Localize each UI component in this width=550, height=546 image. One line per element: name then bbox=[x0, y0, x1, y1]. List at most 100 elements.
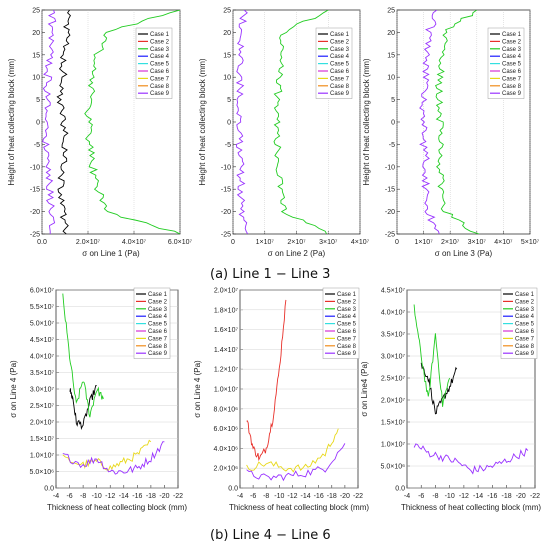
legend-label: Case 9 bbox=[330, 91, 350, 97]
series-line bbox=[69, 384, 97, 431]
x-tick-label: -22 bbox=[173, 493, 183, 500]
legend-label: Case 5 bbox=[148, 322, 168, 328]
legend-label: Case 7 bbox=[515, 336, 535, 342]
x-tick-label: 0 bbox=[231, 239, 235, 246]
x-tick-label: -14 bbox=[119, 493, 129, 500]
series-line bbox=[435, 10, 480, 234]
legend-label: Case 2 bbox=[502, 39, 522, 45]
legend-label: Case 7 bbox=[337, 336, 357, 342]
legend-label: Case 6 bbox=[337, 329, 357, 335]
legend-label: Case 2 bbox=[150, 39, 170, 45]
x-tick-label: -12 bbox=[287, 493, 297, 500]
legend-label: Case 2 bbox=[330, 39, 350, 45]
legend-label: Case 9 bbox=[502, 91, 522, 97]
y-axis-label: Height of heat collecting block (mm) bbox=[362, 58, 371, 186]
chart-panel-4: -4 -6 -8 -10 -12 -14 -16 -18 -20 -22 6.0×10⁷ 5.5×10… bbox=[9, 288, 187, 513]
y-tick-label: 1.6×10⁷ bbox=[214, 327, 239, 334]
legend-label: Case 8 bbox=[148, 344, 168, 350]
legend-label: Case 3 bbox=[148, 307, 168, 313]
y-tick-label: 0.0 bbox=[228, 486, 238, 493]
y-tick-label: -10 bbox=[221, 164, 231, 171]
x-tick-label: -4 bbox=[237, 493, 243, 500]
series-group bbox=[413, 304, 529, 475]
y-tick-label: 2.0×10⁶ bbox=[214, 466, 239, 473]
series-line bbox=[62, 441, 165, 475]
series-line bbox=[246, 443, 346, 482]
x-tick-label: -4 bbox=[53, 493, 59, 500]
y-axis-label: σ on Line4 (Pa) bbox=[360, 361, 369, 417]
legend-label: Case 5 bbox=[330, 62, 350, 68]
legend-label: Case 1 bbox=[150, 32, 170, 38]
chart-panel-1: 0.0 2.0×10⁷ 4.0×10⁷ 6.0×10⁷ 25 20 15 10 5 0 -5 -10 -… bbox=[7, 8, 193, 259]
y-tick-label: -20 bbox=[385, 209, 395, 216]
y-tick-label: 3.0×10⁷ bbox=[381, 354, 406, 361]
x-tick-label: -22 bbox=[530, 493, 540, 500]
x-tick-label: 1×10⁷ bbox=[414, 239, 433, 246]
y-tick-label: 20 bbox=[387, 30, 395, 37]
y-tick-label: 1.0×10⁷ bbox=[30, 453, 55, 460]
y-tick-label: 20 bbox=[32, 30, 40, 37]
series-line bbox=[420, 362, 458, 415]
series-group bbox=[246, 299, 346, 482]
legend-label: Case 4 bbox=[150, 54, 170, 60]
y-tick-label: 1.4×10⁷ bbox=[214, 347, 239, 354]
legend-label: Case 5 bbox=[502, 62, 522, 68]
x-tick-label: 0 bbox=[395, 239, 399, 246]
x-axis-label: σ on Line 1 (Pa) bbox=[82, 249, 140, 258]
series-line bbox=[42, 10, 57, 234]
series-line bbox=[56, 10, 71, 234]
y-tick-label: 4.0×10⁶ bbox=[214, 446, 239, 453]
x-tick-label: 1×10⁷ bbox=[256, 239, 275, 246]
y-tick-label: 8.0×10⁶ bbox=[214, 406, 239, 413]
x-tick-label: 2×10⁷ bbox=[287, 239, 306, 246]
y-tick-label: -25 bbox=[385, 232, 395, 239]
chart-panel-3: 0 1×10⁷ 2×10⁷ 3×10⁷ 4×10⁷ 5×10⁷ 25 20 15 10 5 0 -5 -1… bbox=[362, 8, 540, 259]
legend-label: Case 4 bbox=[502, 54, 522, 60]
y-tick-label: 5.0×10⁶ bbox=[30, 469, 55, 476]
x-tick-label: -16 bbox=[487, 493, 497, 500]
y-tick-label: -5 bbox=[225, 142, 231, 149]
y-tick-label: 4.0×10⁷ bbox=[381, 310, 406, 317]
x-axis-label: σ on Line 2 (Pa) bbox=[268, 249, 326, 258]
legend-label: Case 6 bbox=[148, 329, 168, 335]
legend-label: Case 3 bbox=[515, 307, 535, 313]
y-tick-label: -15 bbox=[30, 187, 40, 194]
x-tick-label: 3×10⁷ bbox=[319, 239, 338, 246]
y-tick-label: -10 bbox=[385, 164, 395, 171]
x-tick-label: -20 bbox=[159, 493, 169, 500]
y-tick-label: 0.0 bbox=[44, 486, 54, 493]
panels: 0.0 2.0×10⁷ 4.0×10⁷ 6.0×10⁷2520151050-5-10-… bbox=[7, 8, 541, 513]
legend-label: Case 3 bbox=[502, 47, 522, 53]
x-tick-label: -12 bbox=[459, 493, 469, 500]
legend-label: Case 8 bbox=[502, 84, 522, 90]
legend-label: Case 4 bbox=[515, 314, 535, 320]
y-tick-label: 0 bbox=[391, 120, 395, 127]
x-tick-label: -8 bbox=[432, 493, 438, 500]
legend-label: Case 6 bbox=[150, 69, 170, 75]
legend-label: Case 9 bbox=[148, 351, 168, 357]
x-tick-label: -6 bbox=[250, 493, 256, 500]
y-tick-label: 5.5×10⁷ bbox=[30, 304, 55, 311]
legend-label: Case 3 bbox=[150, 47, 170, 53]
legend-label: Case 7 bbox=[148, 336, 168, 342]
series-line bbox=[413, 443, 529, 475]
series-line bbox=[246, 299, 287, 462]
y-tick-label: -5 bbox=[389, 142, 395, 149]
series-line bbox=[273, 10, 329, 234]
legend-label: Case 6 bbox=[502, 69, 522, 75]
y-tick-label: -15 bbox=[221, 187, 231, 194]
x-tick-label: -8 bbox=[263, 493, 269, 500]
y-tick-label: 25 bbox=[223, 8, 231, 15]
x-axis-label: Thickness of heat collecting block (mm) bbox=[47, 503, 187, 512]
legend-label: Case 3 bbox=[330, 47, 350, 53]
x-tick-label: -18 bbox=[501, 493, 511, 500]
x-tick-label: 0.0 bbox=[37, 239, 47, 246]
legend-label: Case 9 bbox=[337, 351, 357, 357]
y-tick-label: 1.8×10⁷ bbox=[214, 307, 239, 314]
y-tick-label: 25 bbox=[32, 8, 40, 15]
